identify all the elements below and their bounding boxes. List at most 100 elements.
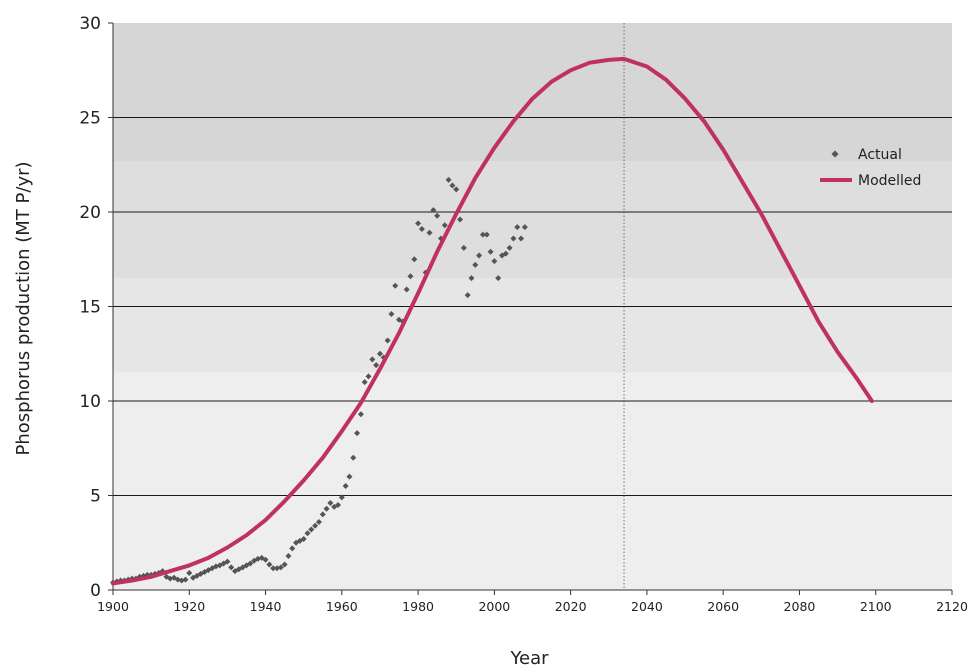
actual-point-1944 [277,564,284,571]
actual-point-1946 [285,552,292,559]
actual-point-1951 [304,530,311,537]
x-tick-label-2000: 2000 [478,599,510,614]
actual-point-1985 [434,212,441,219]
y-tick-label-10: 10 [79,392,101,412]
actual-point-1930 [224,558,231,565]
actual-point-1993 [464,292,471,299]
actual-point-1947 [289,545,296,552]
actual-point-1960 [338,494,345,501]
x-tick-label-2120: 2120 [936,599,968,614]
background-band-2 [113,160,952,279]
actual-data-points [110,176,528,586]
actual-point-1919 [182,576,189,583]
legend-modelled-label: Modelled [858,173,921,189]
x-tick-label-2060: 2060 [707,599,739,614]
y-axis-ticks: 0 5 10 15 20 25 30 [79,14,113,601]
actual-point-1962 [346,473,353,480]
actual-point-1991 [457,216,464,223]
actual-point-1972 [384,337,391,344]
actual-point-1994 [468,275,475,282]
legend-actual-label: Actual [858,147,902,163]
x-tick-label-2020: 2020 [555,599,587,614]
x-tick-label-1900: 1900 [97,599,129,614]
actual-point-2007 [518,235,525,242]
y-tick-label-25: 25 [79,109,101,129]
actual-point-2004 [506,244,513,251]
x-tick-label-2040: 2040 [631,599,663,614]
y-tick-label-20: 20 [79,203,101,223]
actual-point-1941 [266,561,273,568]
y-tick-label-15: 15 [79,298,101,318]
actual-point-1953 [312,522,319,529]
x-tick-label-1980: 1980 [402,599,434,614]
x-axis-title: Year [509,648,549,668]
y-tick-label-0: 0 [90,581,101,601]
actual-point-1970 [376,350,383,357]
actual-point-1955 [319,511,326,518]
actual-point-1964 [354,430,361,437]
actual-point-2006 [514,224,521,231]
actual-point-1990 [453,186,460,193]
y-axis-title: Phosphorus production (MT P/yr) [13,161,34,455]
actual-point-1931 [228,564,235,571]
actual-point-1997 [479,231,486,238]
actual-point-1974 [392,282,399,289]
actual-point-1965 [357,411,364,418]
background-bands [113,23,952,590]
actual-point-1978 [407,273,414,280]
actual-point-1966 [361,379,368,386]
actual-point-1945 [281,561,288,568]
actual-point-1936 [247,560,254,567]
actual-point-2008 [521,224,528,231]
actual-point-1957 [327,500,334,507]
actual-point-1987 [441,222,448,229]
actual-point-1998 [483,231,490,238]
actual-point-1983 [426,229,433,236]
actual-point-2000 [491,258,498,265]
actual-point-1968 [369,356,376,363]
actual-point-1967 [365,373,372,380]
actual-point-1954 [315,518,322,525]
actual-point-1963 [350,454,357,461]
actual-point-1995 [472,261,479,268]
actual-point-2003 [502,250,509,257]
actual-point-1977 [403,286,410,293]
actual-point-1942 [270,565,277,572]
actual-point-1956 [323,505,330,512]
actual-point-1980 [415,220,422,227]
actual-point-1979 [411,256,418,263]
actual-point-1950 [300,535,307,542]
actual-point-2001 [495,275,502,282]
x-tick-label-1940: 1940 [250,599,282,614]
y-tick-label-30: 30 [79,14,101,34]
actual-point-1969 [373,362,380,369]
modelled-series-line [111,56,874,586]
actual-point-1920 [186,569,193,576]
actual-point-1981 [418,226,425,233]
background-band-1 [113,278,952,373]
actual-point-1940 [262,556,269,563]
actual-point-1996 [476,252,483,259]
x-tick-label-1920: 1920 [173,599,205,614]
actual-point-1952 [308,526,315,533]
actual-point-1988 [445,176,452,183]
x-tick-label-1960: 1960 [326,599,358,614]
actual-point-1984 [430,207,437,214]
actual-point-2005 [510,235,517,242]
actual-point-1992 [460,244,467,251]
legend-actual-marker [831,150,839,158]
actual-point-1989 [449,182,456,189]
actual-point-1999 [487,248,494,255]
background-band-0 [113,372,952,590]
background-band-3 [113,23,952,161]
actual-point-1961 [342,483,349,490]
actual-point-1973 [388,311,395,318]
y-tick-label-5: 5 [90,487,101,507]
x-axis-ticks: 1900 1920 1940 1960 1980 2000 2020 2040 2060 2080… [97,590,968,614]
actual-point-1937 [251,557,258,564]
actual-point-1959 [335,501,342,508]
x-tick-label-2080: 2080 [784,599,816,614]
x-tick-label-2100: 2100 [860,599,892,614]
